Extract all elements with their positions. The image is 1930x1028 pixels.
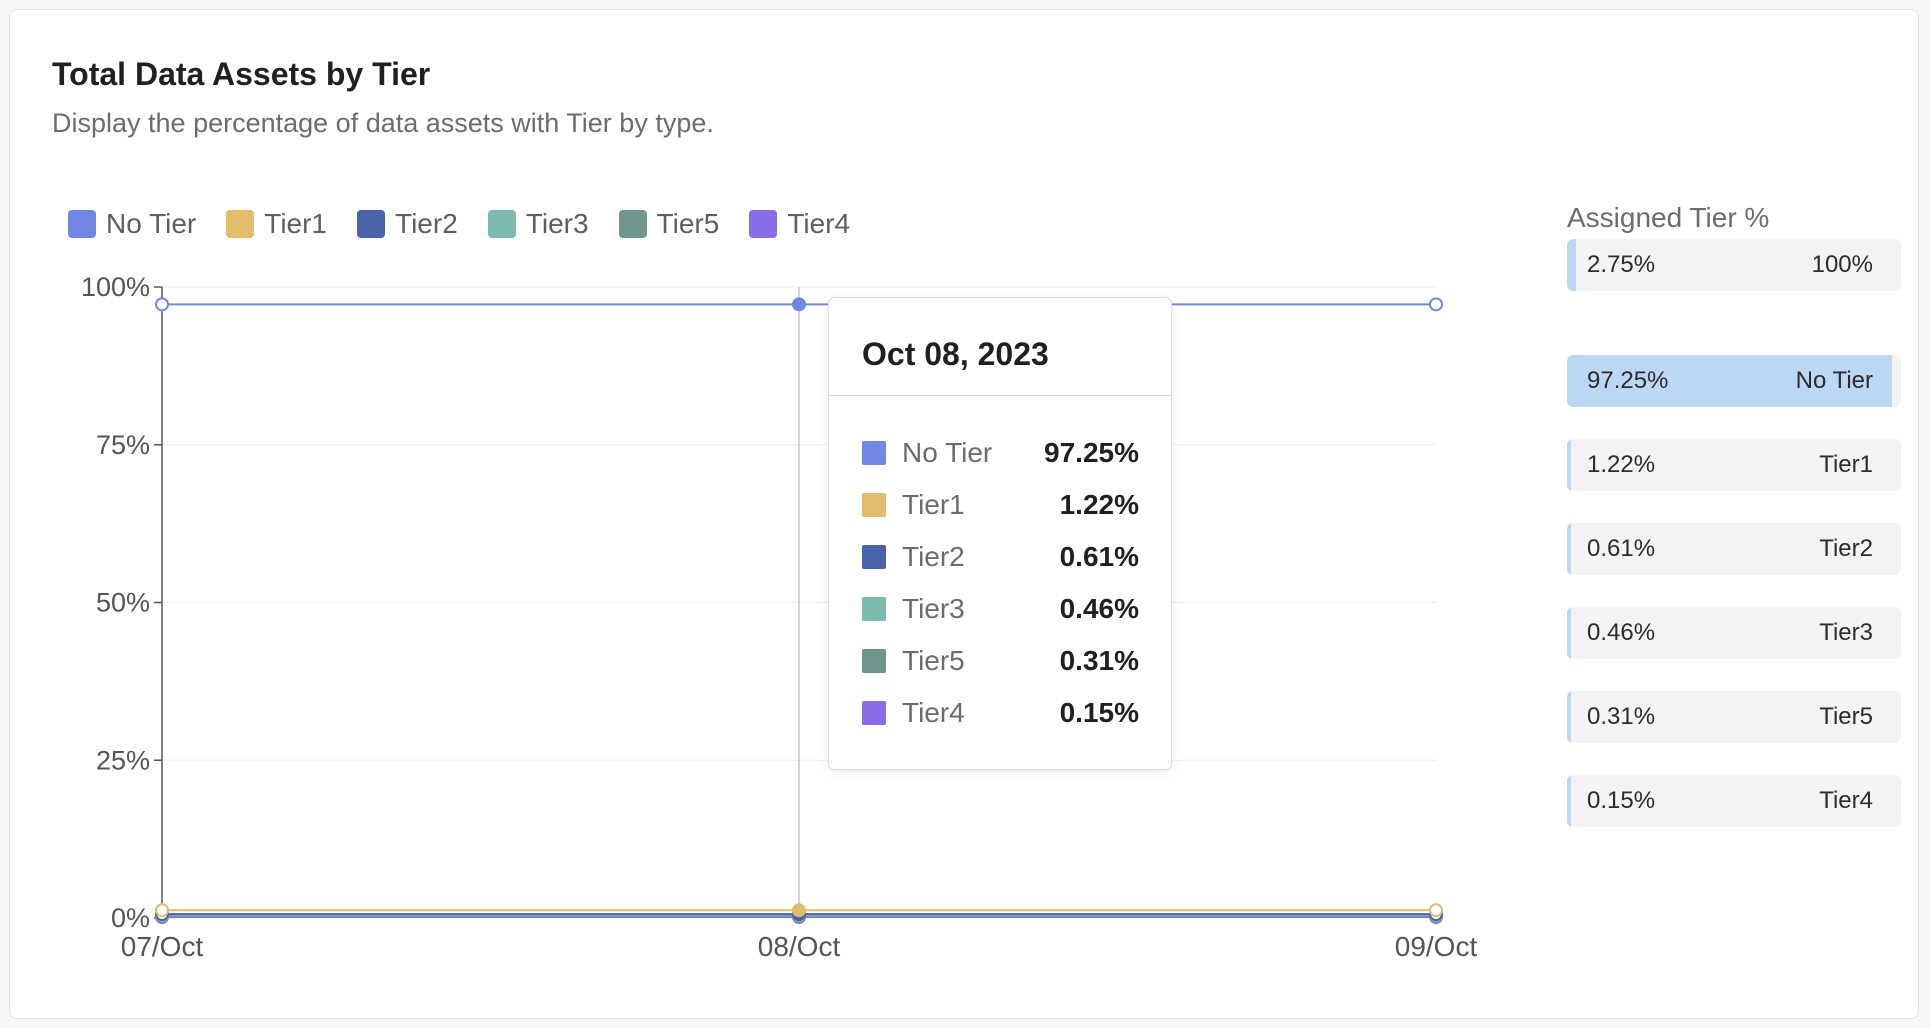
y-tick-label: 75% [96, 430, 150, 460]
chart-card: Total Data Assets by Tier Display the pe… [9, 9, 1919, 1019]
progress-fill [1567, 607, 1571, 659]
tier-label: 100% [1811, 251, 1873, 278]
progress-fill [1567, 775, 1571, 827]
tooltip-series-value: 0.15% [1059, 697, 1139, 728]
chart-legend: No Tier Tier1 Tier2 Tier3 Tier5 Tier4 [68, 208, 850, 240]
legend-item-tier1[interactable]: Tier1 [226, 208, 327, 240]
legend-label: Tier3 [525, 208, 589, 239]
y-tick-label: 25% [96, 745, 150, 775]
tooltip-series-name: Tier5 [902, 645, 965, 676]
x-tick-label: 09/Oct [1395, 931, 1478, 962]
tooltip-row: Tier5 0.31% [862, 643, 1139, 679]
tooltip-series-name: Tier2 [902, 541, 965, 572]
legend-item-tier5[interactable]: Tier5 [618, 208, 720, 240]
progress-fill [1567, 439, 1572, 491]
tooltip-series-value: 0.61% [1059, 541, 1139, 572]
card-title: Total Data Assets by Tier [52, 56, 431, 92]
legend-swatch [487, 210, 516, 238]
legend-item-tier4[interactable]: Tier4 [749, 208, 850, 240]
tooltip-date: Oct 08, 2023 [829, 298, 1171, 396]
y-tick-label: 100% [81, 272, 150, 302]
tier-label: Tier3 [1819, 619, 1873, 646]
data-point [792, 297, 806, 312]
percent-label: 97.25% [1587, 367, 1669, 394]
tooltip-series-name: No Tier [902, 437, 993, 468]
tier-progress-tier1: 1.22% Tier1 [1567, 439, 1901, 491]
tooltip-swatch [862, 597, 886, 621]
tier-label: Tier2 [1819, 535, 1873, 562]
tier-label: Tier5 [1819, 703, 1873, 730]
percent-label: 0.31% [1587, 703, 1656, 730]
tooltip-series-value: 1.22% [1059, 489, 1139, 520]
tooltip-row: No Tier 97.25% [862, 435, 1139, 471]
legend-label: Tier1 [264, 208, 328, 239]
data-point [1429, 903, 1443, 918]
legend-item-tier2[interactable]: Tier2 [357, 208, 458, 240]
tier-progress-tier3: 0.46% Tier3 [1567, 607, 1901, 659]
tier-progress-no-tier: 97.25% No Tier [1567, 355, 1901, 407]
legend-label: Tier2 [395, 208, 458, 239]
legend-label: Tier4 [787, 208, 851, 239]
assigned-tier-title: Assigned Tier % [1567, 202, 1770, 233]
tier-label: Tier4 [1819, 787, 1873, 814]
assigned-tier-summary: 2.75% 100% [1567, 239, 1901, 291]
tooltip-row: Tier1 1.22% [862, 487, 1139, 523]
tier-progress-tier5: 0.31% Tier5 [1567, 691, 1901, 743]
tooltip-swatch [862, 545, 886, 569]
tier-label: No Tier [1795, 367, 1873, 394]
legend-swatch [226, 210, 255, 238]
tooltip-row: Tier4 0.15% [862, 695, 1139, 731]
chart-tooltip: Oct 08, 2023 No Tier 97.25% Tier1 1.22% Tier… [828, 297, 1172, 770]
tooltip-series-value: 0.31% [1059, 645, 1139, 676]
tooltip-series-name: Tier3 [902, 593, 965, 624]
progress-fill [1567, 239, 1577, 291]
tooltip-series-value: 97.25% [1044, 437, 1139, 468]
x-tick-label: 08/Oct [758, 931, 841, 962]
tooltip-swatch [862, 493, 886, 517]
progress-fill [1567, 355, 1892, 407]
tier-progress-tier4: 0.15% Tier4 [1567, 775, 1901, 827]
tooltip-series-name: Tier1 [902, 489, 965, 520]
tier-progress-tier2: 0.61% Tier2 [1567, 523, 1901, 575]
data-point [155, 903, 169, 918]
tooltip-series-name: Tier4 [902, 697, 965, 728]
percent-label: 0.15% [1587, 787, 1656, 814]
progress-fill [1567, 691, 1571, 743]
y-tick-label: 50% [96, 588, 150, 618]
line-chart: 0% 25% 50% 75% 100% 07/Oct 08/Oct 09/Oct [81, 272, 1478, 962]
tooltip-row: Tier3 0.46% [862, 591, 1139, 627]
data-point [1429, 297, 1443, 312]
tooltip-row: Tier2 0.61% [862, 539, 1139, 575]
tooltip-swatch [862, 441, 886, 465]
percent-label: 0.46% [1587, 619, 1656, 646]
tooltip-swatch [862, 701, 886, 725]
legend-swatch [749, 210, 778, 238]
data-point [155, 297, 169, 312]
percent-label: 2.75% [1587, 251, 1656, 278]
tooltip-series-value: 0.46% [1059, 593, 1139, 624]
legend-label: No Tier [106, 208, 197, 239]
legend-label: Tier5 [656, 208, 720, 239]
x-tick-label: 07/Oct [121, 931, 204, 962]
data-point [792, 903, 806, 918]
percent-label: 1.22% [1587, 451, 1656, 478]
legend-swatch [357, 210, 386, 238]
legend-item-no-tier[interactable]: No Tier [68, 208, 196, 240]
tier-label: Tier1 [1819, 451, 1873, 478]
tooltip-swatch [862, 649, 886, 673]
progress-fill [1567, 523, 1571, 575]
legend-swatch [618, 210, 647, 238]
percent-label: 0.61% [1587, 535, 1656, 562]
legend-item-tier3[interactable]: Tier3 [487, 208, 589, 240]
y-tick-label: 0% [111, 903, 150, 933]
legend-swatch [68, 210, 96, 238]
card-subtitle: Display the percentage of data assets wi… [52, 108, 714, 138]
